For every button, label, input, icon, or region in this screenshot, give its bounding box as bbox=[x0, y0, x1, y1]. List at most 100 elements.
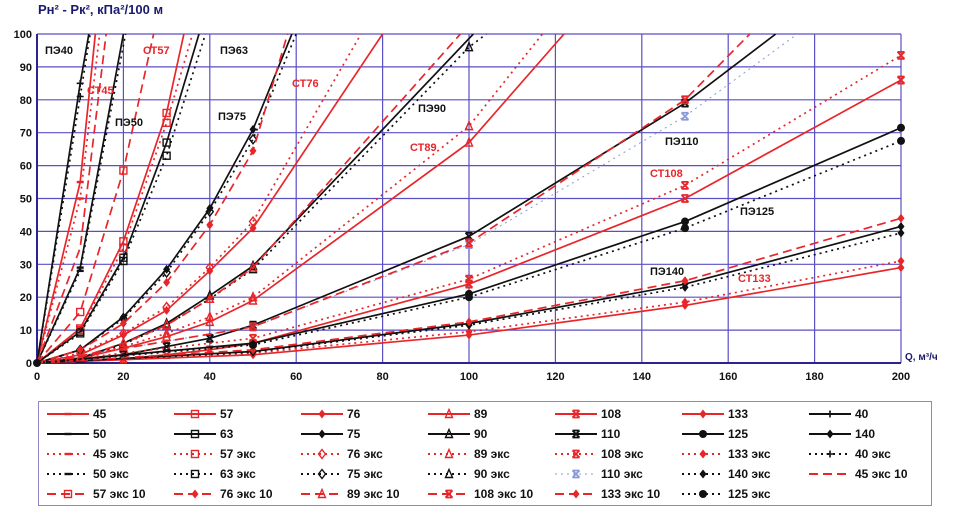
data-point-marker bbox=[464, 240, 474, 249]
data-point-marker bbox=[64, 472, 72, 476]
legend-label: 75 экс bbox=[347, 467, 383, 481]
legend-label: 140 bbox=[855, 427, 876, 441]
x-axis-label: Q, м³/ч bbox=[905, 352, 938, 363]
data-point-marker bbox=[119, 256, 128, 266]
curve-label: ПЭ63 bbox=[220, 45, 248, 57]
series-line bbox=[36, 34, 185, 364]
data-point-marker bbox=[119, 330, 127, 340]
data-point-marker bbox=[464, 231, 474, 241]
data-point-marker bbox=[248, 133, 258, 145]
y-tick-label: 70 bbox=[20, 128, 32, 140]
data-point-marker bbox=[163, 305, 171, 315]
data-point-marker bbox=[248, 261, 258, 272]
data-point-marker bbox=[681, 276, 689, 286]
legend-swatch bbox=[682, 409, 724, 419]
legend-swatch bbox=[47, 432, 89, 436]
legend-swatch bbox=[301, 429, 343, 439]
legend-swatch bbox=[555, 409, 597, 419]
data-point-marker bbox=[680, 180, 690, 190]
data-point-marker bbox=[318, 429, 326, 439]
data-point-marker bbox=[897, 263, 905, 273]
data-point-marker bbox=[118, 340, 128, 351]
series-line bbox=[36, 34, 91, 364]
data-point-marker bbox=[680, 95, 690, 105]
legend-swatch bbox=[47, 472, 89, 476]
data-point-marker bbox=[249, 146, 257, 156]
data-point-marker bbox=[76, 266, 84, 269]
series-63-экс bbox=[36, 34, 207, 364]
data-point-marker bbox=[571, 469, 581, 479]
x-tick-label: 140 bbox=[633, 371, 651, 383]
legend-label: 57 bbox=[220, 407, 234, 421]
series-line bbox=[36, 34, 777, 364]
data-point-marker bbox=[75, 307, 85, 317]
series-89-экс-10 bbox=[36, 34, 461, 364]
data-point-marker bbox=[465, 327, 473, 337]
legend-label: 133 экс 10 bbox=[601, 487, 661, 501]
data-point-marker bbox=[64, 452, 72, 456]
legend-swatch bbox=[682, 469, 724, 479]
data-point-marker bbox=[248, 320, 258, 330]
x-tick-label: 60 bbox=[290, 371, 302, 383]
data-point-marker bbox=[826, 410, 834, 418]
data-point-marker bbox=[248, 294, 258, 305]
legend-swatch bbox=[428, 489, 470, 499]
y-tick-label: 10 bbox=[20, 325, 32, 337]
legend-label: 140 экс bbox=[728, 467, 771, 481]
data-point-marker bbox=[76, 180, 84, 184]
curve-label: СТ108 bbox=[650, 168, 683, 180]
series-40-экс bbox=[36, 34, 91, 364]
legend-item: 108 bbox=[553, 405, 621, 423]
data-point-marker bbox=[896, 75, 906, 85]
legend-swatch bbox=[428, 467, 470, 479]
legend-item: 133 экс bbox=[680, 445, 771, 463]
curve-label: СТ45 bbox=[87, 85, 114, 97]
x-tick-label: 20 bbox=[117, 371, 129, 383]
series-line bbox=[36, 34, 544, 364]
data-point-marker bbox=[205, 261, 215, 274]
legend-item: 57 экс bbox=[172, 445, 256, 463]
legend-label: 125 экс bbox=[728, 487, 771, 501]
series-133-экс-10 bbox=[36, 213, 905, 364]
y-tick-label: 80 bbox=[20, 95, 32, 107]
legend-item: 108 экс 10 bbox=[426, 485, 533, 503]
data-point-marker bbox=[681, 224, 689, 233]
legend-item: 133 bbox=[680, 405, 748, 423]
data-point-marker bbox=[190, 449, 200, 459]
legend-item: 140 экс bbox=[680, 465, 771, 483]
data-point-marker bbox=[465, 317, 473, 327]
data-point-marker bbox=[464, 119, 474, 131]
legend-item: 76 экс 10 bbox=[172, 485, 273, 503]
legend-label: 40 экс bbox=[855, 447, 891, 461]
data-point-marker bbox=[249, 340, 257, 349]
legend-swatch bbox=[174, 489, 216, 499]
y-tick-label: 60 bbox=[20, 161, 32, 173]
legend-label: 40 bbox=[855, 407, 869, 421]
data-point-marker bbox=[249, 223, 257, 233]
series-57-экс-10 bbox=[36, 34, 155, 364]
x-tick-label: 0 bbox=[34, 371, 40, 383]
series-45-экс bbox=[36, 34, 101, 364]
legend-swatch bbox=[555, 449, 597, 459]
legend-label: 89 bbox=[474, 407, 488, 421]
legend-item: 40 bbox=[807, 405, 868, 423]
data-point-marker bbox=[119, 319, 127, 329]
legend-label: 63 экс bbox=[220, 467, 256, 481]
data-point-marker bbox=[897, 213, 905, 223]
series-50-экс bbox=[36, 34, 127, 364]
legend-item: 63 bbox=[172, 425, 233, 443]
data-point-marker bbox=[572, 489, 580, 499]
legend-swatch bbox=[174, 469, 216, 479]
curve-label: ПЭ40 bbox=[45, 45, 73, 57]
data-point-marker bbox=[162, 151, 171, 160]
data-point-marker bbox=[681, 297, 689, 307]
series-108-экс bbox=[36, 50, 906, 364]
legend-label: 50 экс bbox=[93, 467, 129, 481]
data-point-marker bbox=[205, 333, 214, 343]
data-point-marker bbox=[205, 206, 215, 218]
curve-label: ПЭ50 bbox=[115, 117, 143, 129]
legend-swatch bbox=[428, 427, 470, 439]
data-point-marker bbox=[162, 327, 172, 338]
legend-label: 57 экс bbox=[220, 447, 256, 461]
data-point-marker bbox=[248, 333, 258, 343]
